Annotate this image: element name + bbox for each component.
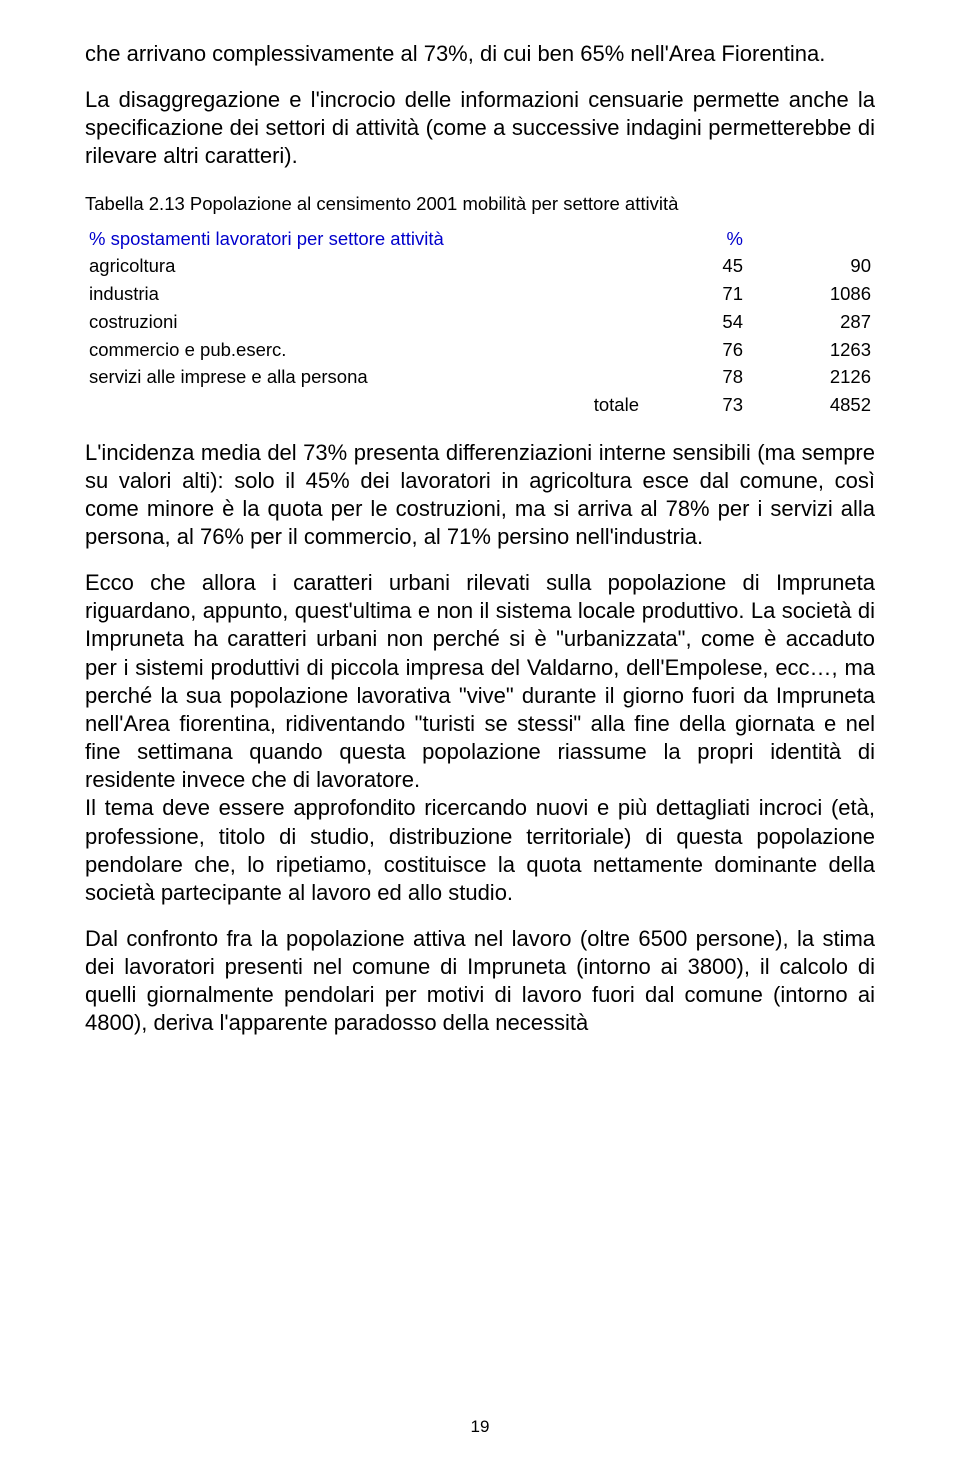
table-row: servizi alle imprese e alla persona 78 2… [85,363,875,391]
table-header-label: % spostamenti lavoratori per settore att… [85,225,649,253]
table-cell-label: agricoltura [85,252,649,280]
table-cell-val: 287 [747,308,875,336]
table-row: commercio e pub.eserc. 76 1263 [85,336,875,364]
table-total-val: 4852 [747,391,875,419]
table-total-label: totale [85,391,649,419]
table-cell-pct: 76 [649,336,747,364]
table-header-val [747,225,875,253]
document-page: che arrivano complessivamente al 73%, di… [0,0,960,1465]
table-cell-val: 2126 [747,363,875,391]
table-cell-pct: 71 [649,280,747,308]
page-number: 19 [0,1417,960,1437]
table-header-row: % spostamenti lavoratori per settore att… [85,225,875,253]
table-cell-label: industria [85,280,649,308]
paragraph: Dal confronto fra la popolazione attiva … [85,925,875,1038]
table-cell-pct: 54 [649,308,747,336]
mobility-table: % spostamenti lavoratori per settore att… [85,225,875,419]
table-cell-pct: 45 [649,252,747,280]
table-row: industria 71 1086 [85,280,875,308]
table-cell-val: 1263 [747,336,875,364]
table-total-pct: 73 [649,391,747,419]
table-cell-val: 90 [747,252,875,280]
table-cell-label: servizi alle imprese e alla persona [85,363,649,391]
table-header-pct: % [649,225,747,253]
table-row: costruzioni 54 287 [85,308,875,336]
table-cell-label: commercio e pub.eserc. [85,336,649,364]
table-cell-val: 1086 [747,280,875,308]
paragraph: che arrivano complessivamente al 73%, di… [85,40,875,68]
paragraph: La disaggregazione e l'incrocio delle in… [85,86,875,170]
paragraph: Il tema deve essere approfondito ricerca… [85,794,875,907]
table-cell-pct: 78 [649,363,747,391]
table-total-row: totale 73 4852 [85,391,875,419]
table-row: agricoltura 45 90 [85,252,875,280]
paragraph: L'incidenza media del 73% presenta diffe… [85,439,875,552]
table-cell-label: costruzioni [85,308,649,336]
table-caption: Tabella 2.13 Popolazione al censimento 2… [85,193,875,215]
paragraph: Ecco che allora i caratteri urbani rilev… [85,569,875,794]
